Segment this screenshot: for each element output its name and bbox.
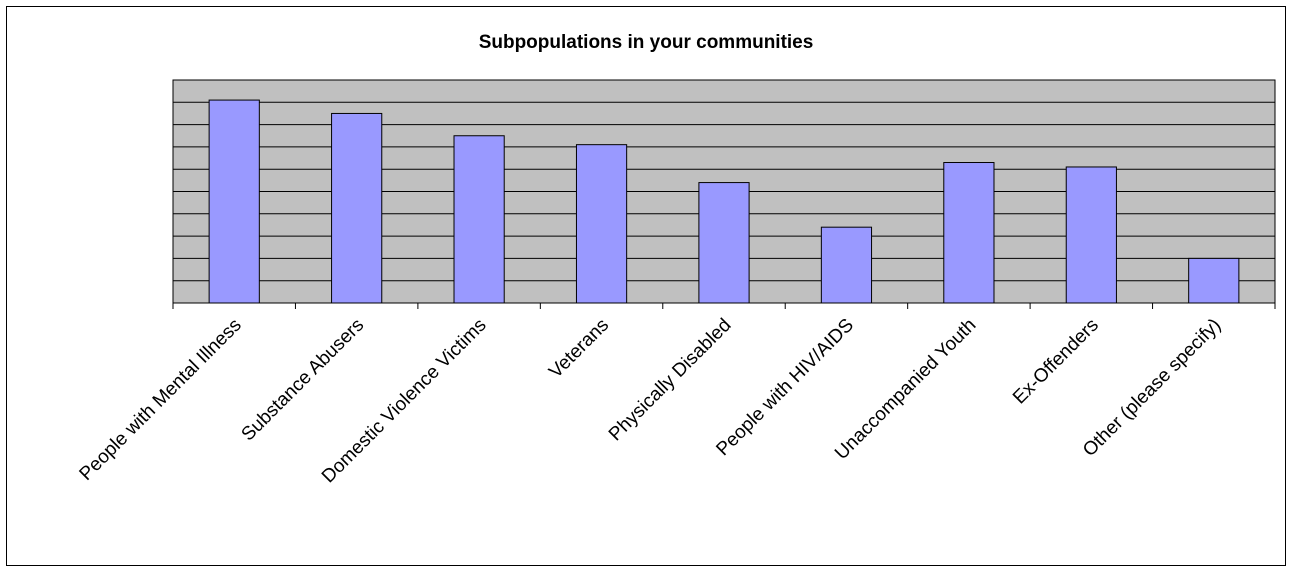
x-tick-label: Other (please specify) [1079,315,1225,461]
x-tick-label: People with HIV/AIDS [712,315,858,461]
x-tick-label: Physically Disabled [605,315,736,446]
x-tick-label: Veterans [545,315,613,383]
x-tick-label: Substance Abusers [238,315,369,446]
bar-2 [453,135,505,304]
bar-7 [1065,166,1117,304]
x-tick-label: People with Mental Illness [76,315,246,485]
bar-4 [698,182,750,304]
bar-chart: Subpopulations in your communities Peopl… [76,32,1276,487]
bar-6 [943,162,995,304]
bar-5 [820,226,873,304]
x-tick-label: Ex-Offenders [1009,315,1103,409]
chart-title: Subpopulations in your communities [479,32,814,53]
bar-0 [208,99,260,304]
bar-3 [575,144,628,304]
bar-1 [331,112,383,304]
bar-8 [1188,257,1240,304]
x-tick-label: Unaccompanied Youth [831,315,980,464]
